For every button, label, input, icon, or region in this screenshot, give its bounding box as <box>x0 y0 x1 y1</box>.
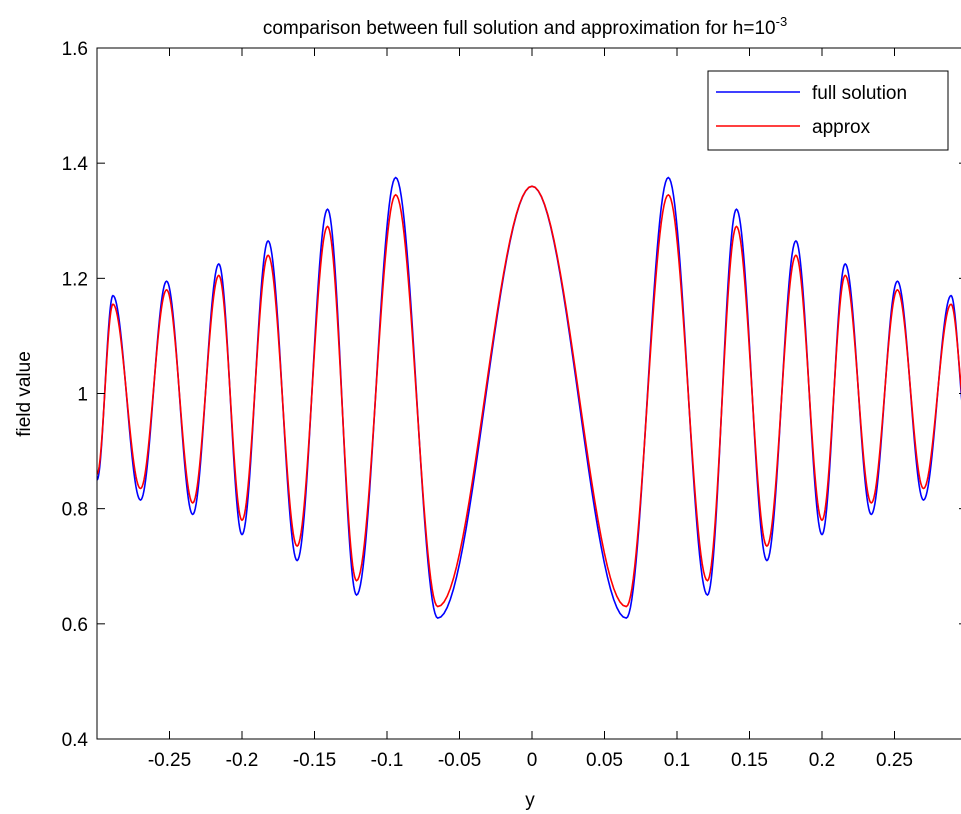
legend: full solution approx <box>707 70 949 151</box>
legend-box <box>707 70 949 151</box>
x-tick-label: 0 <box>527 750 538 771</box>
legend-label-full-solution: full solution <box>812 83 907 104</box>
x-tick-label: -0.25 <box>148 750 191 771</box>
chart-title-superscript: -3 <box>776 14 788 29</box>
x-tick-label: -0.2 <box>226 750 259 771</box>
x-tick-label: 0.15 <box>731 750 768 771</box>
y-tick-label: 0.6 <box>62 615 88 636</box>
x-tick-label: -0.1 <box>371 750 404 771</box>
x-tick-label: 0.2 <box>809 750 835 771</box>
series-line-approx <box>97 185 961 608</box>
x-tick-label: 0.1 <box>664 750 690 771</box>
x-tick-label: 0.05 <box>586 750 623 771</box>
plot-lines <box>97 176 961 619</box>
y-axis-label: field value <box>14 351 35 437</box>
y-tick-label: 0.4 <box>62 730 89 751</box>
legend-label-approx: approx <box>812 117 871 138</box>
chart-title-main: comparison between full solution and app… <box>263 18 776 39</box>
x-axis-label: y <box>525 790 535 811</box>
y-tick-label: 1.4 <box>62 154 89 175</box>
x-tick-label: -0.05 <box>438 750 481 771</box>
y-tick-label: 1.6 <box>62 39 88 60</box>
x-tick-label: -0.15 <box>293 750 336 771</box>
y-tick-label: 1.2 <box>62 269 88 290</box>
x-axis: -0.25 -0.2 -0.15 -0.1 -0.05 0 0.05 0.1 0.15 0.2 0.… <box>148 48 913 771</box>
y-tick-label: 0.8 <box>62 500 88 521</box>
y-axis: 0.4 0.6 0.8 1 1.2 1.4 1.6 <box>62 39 961 751</box>
x-tick-label: 0.25 <box>876 750 913 771</box>
chart-title: comparison between full solution and app… <box>263 14 787 39</box>
y-tick-label: 1 <box>77 385 88 406</box>
